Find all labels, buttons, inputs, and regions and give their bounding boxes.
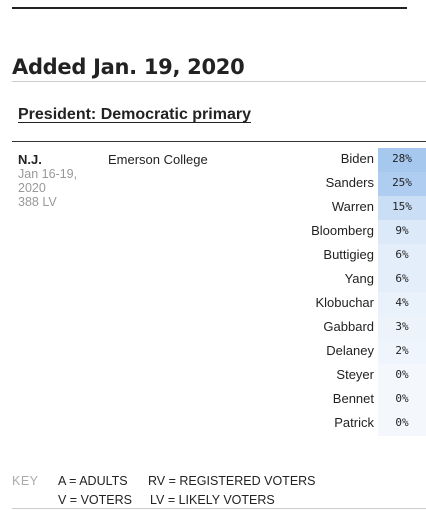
result-row: Buttigieg 6% [240,244,426,268]
candidate-name: Gabbard [323,319,374,334]
race-title-link[interactable]: President: Democratic primary [18,106,251,123]
section-title: Added Jan. 19, 2020 [12,55,245,79]
candidate-percent: 0% [378,412,426,436]
bottom-divider [12,508,426,509]
candidate-name: Biden [340,151,374,166]
key-item-voters: V = VOTERS [58,493,132,507]
section-divider [12,81,426,82]
result-row: Klobuchar 4% [240,292,426,316]
candidate-name: Klobuchar [315,295,374,310]
candidate-name: Steyer [336,367,374,382]
candidate-percent: 0% [378,364,426,388]
result-row: Bennet 0% [240,388,426,412]
candidate-percent: 0% [378,388,426,412]
result-row: Steyer 0% [240,364,426,388]
key-item-adults: A = ADULTS [58,474,128,488]
candidate-name: Sanders [325,175,374,190]
top-divider [12,7,407,9]
candidate-percent: 6% [378,268,426,292]
candidate-name: Delaney [326,343,374,358]
result-row: Sanders 25% [240,172,426,196]
candidate-name: Bennet [332,391,374,406]
candidate-name: Patrick [334,415,374,430]
candidate-percent: 15% [378,196,426,220]
key-item-likely-voters: LV = LIKELY VOTERS [150,493,275,507]
candidate-percent: 4% [378,292,426,316]
candidate-percent: 9% [378,220,426,244]
poll-sample: 388 LV [18,195,57,209]
poll-dates: Jan 16-19, 2020 [18,167,78,195]
result-row: Delaney 2% [240,340,426,364]
result-row: Patrick 0% [240,412,426,436]
candidate-percent: 2% [378,340,426,364]
candidate-percent: 3% [378,316,426,340]
result-row: Gabbard 3% [240,316,426,340]
pollster-name[interactable]: Emerson College [108,152,208,167]
candidate-percent: 28% [378,148,426,172]
result-row: Warren 15% [240,196,426,220]
result-row: Bloomberg 9% [240,220,426,244]
race-divider [12,141,426,142]
candidate-name: Yang [344,271,374,286]
poll-meta: Jan 16-19, 2020 388 LV [18,167,98,209]
result-row: Biden 28% [240,148,426,172]
poll-state: N.J. [18,152,42,167]
candidate-name: Buttigieg [323,247,374,262]
result-row: Yang 6% [240,268,426,292]
candidate-name: Bloomberg [311,223,374,238]
key-label: KEY [12,474,39,488]
poll-results: Biden 28% Sanders 25% Warren 15% Bloomberg 9% Bu… [240,148,426,436]
candidate-percent: 25% [378,172,426,196]
key-item-registered-voters: RV = REGISTERED VOTERS [148,474,316,488]
candidate-name: Warren [331,199,374,214]
candidate-percent: 6% [378,244,426,268]
